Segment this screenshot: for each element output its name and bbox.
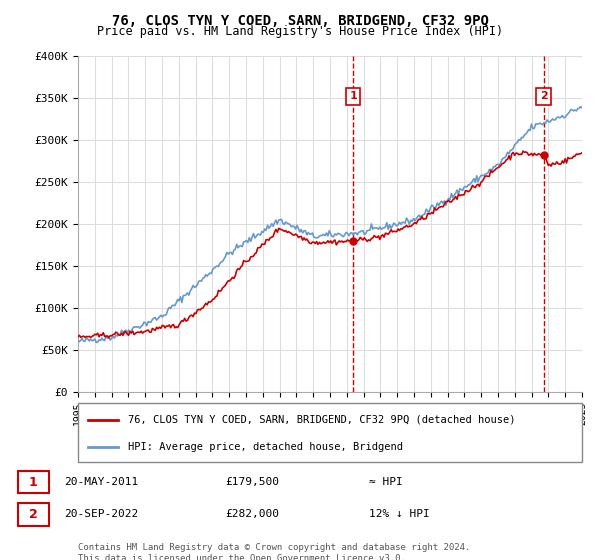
Text: £282,000: £282,000	[225, 510, 279, 520]
FancyBboxPatch shape	[78, 403, 582, 462]
Text: £179,500: £179,500	[225, 477, 279, 487]
Text: 1: 1	[29, 476, 38, 489]
FancyBboxPatch shape	[18, 503, 49, 525]
Text: Contains HM Land Registry data © Crown copyright and database right 2024.
This d: Contains HM Land Registry data © Crown c…	[78, 543, 470, 560]
Text: 20-MAY-2011: 20-MAY-2011	[64, 477, 138, 487]
Text: 2: 2	[29, 508, 38, 521]
Text: 76, CLOS TYN Y COED, SARN, BRIDGEND, CF32 9PQ (detached house): 76, CLOS TYN Y COED, SARN, BRIDGEND, CF3…	[128, 414, 516, 424]
Point	[349, 237, 358, 246]
Point	[539, 151, 548, 160]
Text: 20-SEP-2022: 20-SEP-2022	[64, 510, 138, 520]
Text: 1: 1	[349, 91, 357, 101]
Text: ≈ HPI: ≈ HPI	[369, 477, 403, 487]
Text: 2: 2	[540, 91, 548, 101]
Text: 76, CLOS TYN Y COED, SARN, BRIDGEND, CF32 9PQ: 76, CLOS TYN Y COED, SARN, BRIDGEND, CF3…	[112, 14, 488, 28]
FancyBboxPatch shape	[18, 472, 49, 493]
Text: HPI: Average price, detached house, Bridgend: HPI: Average price, detached house, Brid…	[128, 442, 403, 452]
Text: 12% ↓ HPI: 12% ↓ HPI	[369, 510, 430, 520]
Text: Price paid vs. HM Land Registry's House Price Index (HPI): Price paid vs. HM Land Registry's House …	[97, 25, 503, 38]
